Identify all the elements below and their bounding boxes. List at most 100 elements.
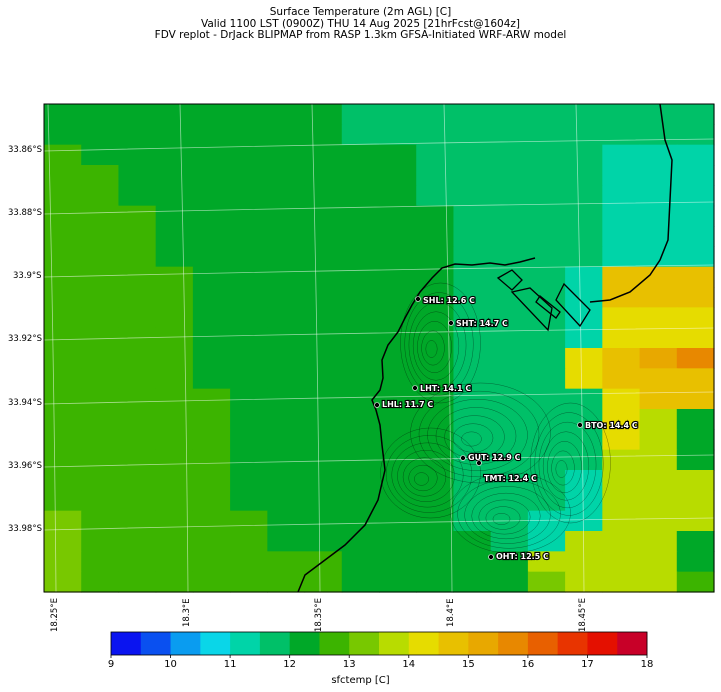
grid-cell [81,327,120,349]
grid-cell [192,124,231,146]
grid-cell [81,307,120,329]
grid-cell [267,144,306,166]
grid-cell [341,205,380,227]
grid-cell [639,429,678,451]
grid-cell [379,470,417,491]
grid-cell [565,226,603,247]
meridian-line [311,103,321,593]
station-label: LHT: 14.1 C [420,384,471,393]
grid-cell [81,104,120,125]
grid-cell [192,104,231,125]
grid-cell [44,348,82,369]
grid-cell [118,388,157,410]
grid-cell [118,307,157,329]
graticule-lines [43,103,715,593]
grid-cell [155,287,194,308]
grid-cell [453,368,492,390]
colorbar-tick-label: 17 [581,659,594,670]
grid-cell [81,429,120,451]
contour-line [425,340,438,358]
grid-cell [416,571,455,593]
grid-cell [230,429,268,451]
grid-cell [192,327,231,349]
grid-cell [453,266,492,288]
grid-cell [490,226,529,247]
grid-cell [639,449,678,471]
grid-cell [490,104,529,125]
grid-cell [81,388,120,410]
grid-cell [267,510,306,532]
grid-cell [44,388,82,410]
contour-line [414,472,429,486]
grid-cell [527,348,566,369]
grid-cell [639,287,678,308]
lat-label: 33.98°S [8,524,42,534]
grid-cell [267,104,306,125]
grid-cell [490,348,529,369]
grid-cell [230,409,268,430]
grid-cell [602,205,641,227]
grid-cell [341,266,380,288]
colorbar-segment [527,632,559,655]
district-boundary [589,103,673,303]
station-label: TMT: 12.4 C [484,474,537,483]
grid-cell [155,571,194,593]
grid-cell [44,490,82,512]
grid-cell [379,185,417,207]
meridian-line [443,103,453,593]
contour-line [380,427,481,519]
grid-cell [676,571,715,593]
grid-cell [676,490,715,512]
grid-cell [490,266,529,288]
grid-cell [267,368,306,390]
colorbar-tick-label: 11 [223,659,237,670]
contour-line [547,441,582,493]
grid-cell [639,551,678,573]
grid-cell [490,449,529,471]
grid-cell [639,124,678,146]
grid-cell [602,185,641,207]
contour-line [444,415,505,459]
colorbar-segment [349,632,380,655]
grid-cell [639,226,678,247]
grid-cell [192,429,231,451]
lat-label: 33.9°S [13,271,42,281]
grid-cell [230,490,268,512]
contour-line [478,499,531,535]
contour-line [471,492,541,540]
grid-cell [416,368,455,390]
grid-cell [676,205,715,227]
grid-cell [379,551,417,573]
grid-cell [192,449,231,471]
grid-cell [230,144,268,166]
grid-cell [379,104,417,125]
grid-cell [453,226,492,247]
grid-cell [155,510,194,532]
grid-cell [44,327,82,349]
grid-cell [379,144,417,166]
grid-cell [676,144,715,166]
grid-cell [602,124,641,146]
grid-cell [304,287,343,308]
grid-cell [676,246,715,268]
grid-cell [379,246,417,268]
lon-label: 18.35°E [314,598,324,632]
grid-cell [453,104,492,125]
grid-cell [490,185,529,207]
grid-cell [676,449,715,471]
grid-cell [639,165,678,186]
grid-cell [490,327,529,349]
grid-cell [416,531,455,552]
grid-cell [639,531,678,552]
grid-cell [267,246,306,268]
colorbar-segment [170,632,201,655]
grid-cell [155,185,194,207]
grid-cell [192,388,231,410]
grid-cell [155,409,194,430]
grid-cell [267,226,306,247]
grid-cell [118,205,157,227]
grid-cell [230,470,268,491]
grid-cell [565,104,603,125]
grid-cell [453,571,492,593]
colorbar-tick-label: 10 [164,659,177,670]
